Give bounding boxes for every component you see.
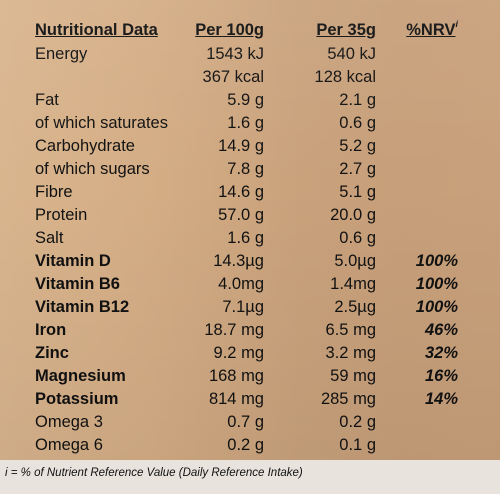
value-per-35g: 5.1 g xyxy=(339,183,376,201)
table-row: Carbohydrate 14.9 g 5.2 g xyxy=(0,135,500,158)
value-per-100g: 814 mg xyxy=(208,390,264,408)
table-header-row: Nutritional Data Per 100g Per 35g %NRVi xyxy=(0,19,500,42)
value-nrv: 14% xyxy=(424,390,458,408)
header-nrv: %NRVi xyxy=(406,19,458,42)
value-per-35g: 2.5µg xyxy=(334,298,376,316)
value-nrv: 46% xyxy=(424,321,458,339)
table-row: Magnesium 168 mg 59 mg 16% xyxy=(0,365,500,388)
value-per-35g: 20.0 g xyxy=(330,206,376,224)
value-nrv: 100% xyxy=(415,252,458,270)
table-row: Omega 3 0.7 g 0.2 g xyxy=(0,411,500,434)
value-per-35g: 0.6 g xyxy=(339,229,376,247)
value-per-100g: 7.8 g xyxy=(227,160,264,178)
header-nutritional-data: Nutritional Data xyxy=(35,21,158,39)
table-row: Omega 6 0.2 g 0.1 g xyxy=(0,434,500,457)
value-per-100g: 18.7 mg xyxy=(204,321,264,339)
value-per-100g: 14.3µg xyxy=(213,252,264,270)
nutrition-panel: Nutritional Data Per 100g Per 35g %NRVi … xyxy=(0,0,500,460)
table-row: of which sugars 7.8 g 2.7 g xyxy=(0,158,500,181)
value-per-35g: 5.0µg xyxy=(334,252,376,270)
value-nrv: 100% xyxy=(415,275,458,293)
table-row: Salt 1.6 g 0.6 g xyxy=(0,227,500,250)
nutrient-name: Vitamin D xyxy=(35,252,111,270)
value-per-35g: 1.4mg xyxy=(330,275,376,293)
value-per-35g: 6.5 mg xyxy=(325,321,376,339)
table-row: Vitamin D 14.3µg 5.0µg 100% xyxy=(0,250,500,273)
nutrient-name: Iron xyxy=(35,321,67,339)
table-row: Energy 1543 kJ 540 kJ xyxy=(0,43,500,66)
value-per-100g: 0.7 g xyxy=(227,413,264,431)
nrv-footnote: i = % of Nutrient Reference Value (Daily… xyxy=(5,467,303,479)
value-per-100g: 1543 kJ xyxy=(206,45,264,63)
value-per-35g: 0.2 g xyxy=(339,413,376,431)
value-per-100g: 1.6 g xyxy=(227,114,264,132)
nutrient-name: Zinc xyxy=(35,344,69,362)
table-row: Potassium 814 mg 285 mg 14% xyxy=(0,388,500,411)
table-row: 367 kcal 128 kcal xyxy=(0,66,500,89)
nutrient-name: Fibre xyxy=(35,183,73,201)
value-per-35g: 2.1 g xyxy=(339,91,376,109)
value-per-100g: 5.9 g xyxy=(227,91,264,109)
value-per-35g: 0.1 g xyxy=(339,436,376,454)
nutrient-name: Omega 3 xyxy=(35,413,103,431)
value-per-35g: 540 kJ xyxy=(327,45,376,63)
value-per-100g: 1.6 g xyxy=(227,229,264,247)
value-per-100g: 0.2 g xyxy=(227,436,264,454)
value-per-35g: 2.7 g xyxy=(339,160,376,178)
header-nrv-label: %NRV xyxy=(406,21,456,39)
nutrient-name: Fat xyxy=(35,91,59,109)
nutrient-name: Carbohydrate xyxy=(35,137,135,155)
value-nrv: 32% xyxy=(424,344,458,362)
value-per-100g: 168 mg xyxy=(208,367,264,385)
value-per-35g: 0.6 g xyxy=(339,114,376,132)
nutrient-name: of which sugars xyxy=(35,160,150,178)
table-row: Vitamin B12 7.1µg 2.5µg 100% xyxy=(0,296,500,319)
value-per-100g: 9.2 mg xyxy=(213,344,264,362)
nutrient-name: Protein xyxy=(35,206,88,224)
table-row: Zinc 9.2 mg 3.2 mg 32% xyxy=(0,342,500,365)
value-per-35g: 128 kcal xyxy=(314,68,376,86)
value-per-35g: 3.2 mg xyxy=(325,344,376,362)
table-row: Fat 5.9 g 2.1 g xyxy=(0,89,500,112)
value-per-100g: 367 kcal xyxy=(202,68,264,86)
nutrient-name: of which saturates xyxy=(35,114,168,132)
value-per-100g: 14.6 g xyxy=(218,183,264,201)
nutrient-name: Salt xyxy=(35,229,64,247)
value-per-35g: 59 mg xyxy=(330,367,376,385)
table-row: Iron 18.7 mg 6.5 mg 46% xyxy=(0,319,500,342)
nutrient-name: Vitamin B12 xyxy=(35,298,130,316)
value-per-35g: 5.2 g xyxy=(339,137,376,155)
value-nrv: 16% xyxy=(424,367,458,385)
table-row: Protein 57.0 g 20.0 g xyxy=(0,204,500,227)
table-row: Fibre 14.6 g 5.1 g xyxy=(0,181,500,204)
value-per-100g: 14.9 g xyxy=(218,137,264,155)
header-per-35g: Per 35g xyxy=(316,21,376,39)
table-row: of which saturates 1.6 g 0.6 g xyxy=(0,112,500,135)
value-per-100g: 7.1µg xyxy=(222,298,264,316)
header-per-100g: Per 100g xyxy=(195,21,264,39)
nutrient-name: Energy xyxy=(35,45,88,63)
header-nrv-footnote-marker: i xyxy=(455,19,458,29)
nutrient-name: Potassium xyxy=(35,390,119,408)
table-row: Vitamin B6 4.0mg 1.4mg 100% xyxy=(0,273,500,296)
nutrient-name: Omega 6 xyxy=(35,436,103,454)
nutrient-name: Vitamin B6 xyxy=(35,275,120,293)
value-per-35g: 285 mg xyxy=(320,390,376,408)
value-per-100g: 4.0mg xyxy=(218,275,264,293)
value-per-100g: 57.0 g xyxy=(218,206,264,224)
value-nrv: 100% xyxy=(415,298,458,316)
nutrient-name: Magnesium xyxy=(35,367,126,385)
